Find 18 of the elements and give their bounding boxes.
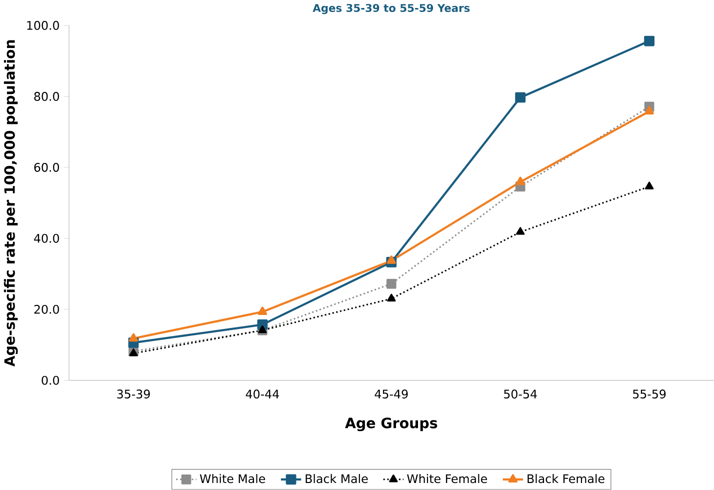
x-tick-label: 35-39 — [117, 390, 150, 399]
x-tick-label: 40-44 — [246, 390, 279, 399]
x-axis-title: Age Groups — [345, 418, 438, 432]
y-axis-title: Age-specific rate per 100,000 population — [4, 40, 18, 367]
x-tick-label: 55-59 — [633, 390, 666, 399]
legend-label: Black Male — [306, 474, 368, 484]
y-tick-label: 40.0 — [34, 234, 60, 243]
legend-label: Black Female — [528, 474, 604, 484]
y-tick-label: 60.0 — [34, 163, 60, 172]
chart-title: Ages 35-39 to 55-59 Years — [312, 4, 470, 14]
legend-label: White Female — [407, 474, 487, 484]
y-tick-label: 80.0 — [34, 92, 60, 101]
y-tick-label: 100.0 — [27, 21, 60, 30]
x-tick-label: 45-49 — [374, 390, 408, 399]
y-tick-label: 0.0 — [42, 376, 60, 385]
x-tick-label: 50-54 — [504, 390, 537, 399]
y-tick-label: 20.0 — [34, 304, 60, 314]
legend-label: White Male — [200, 474, 266, 484]
